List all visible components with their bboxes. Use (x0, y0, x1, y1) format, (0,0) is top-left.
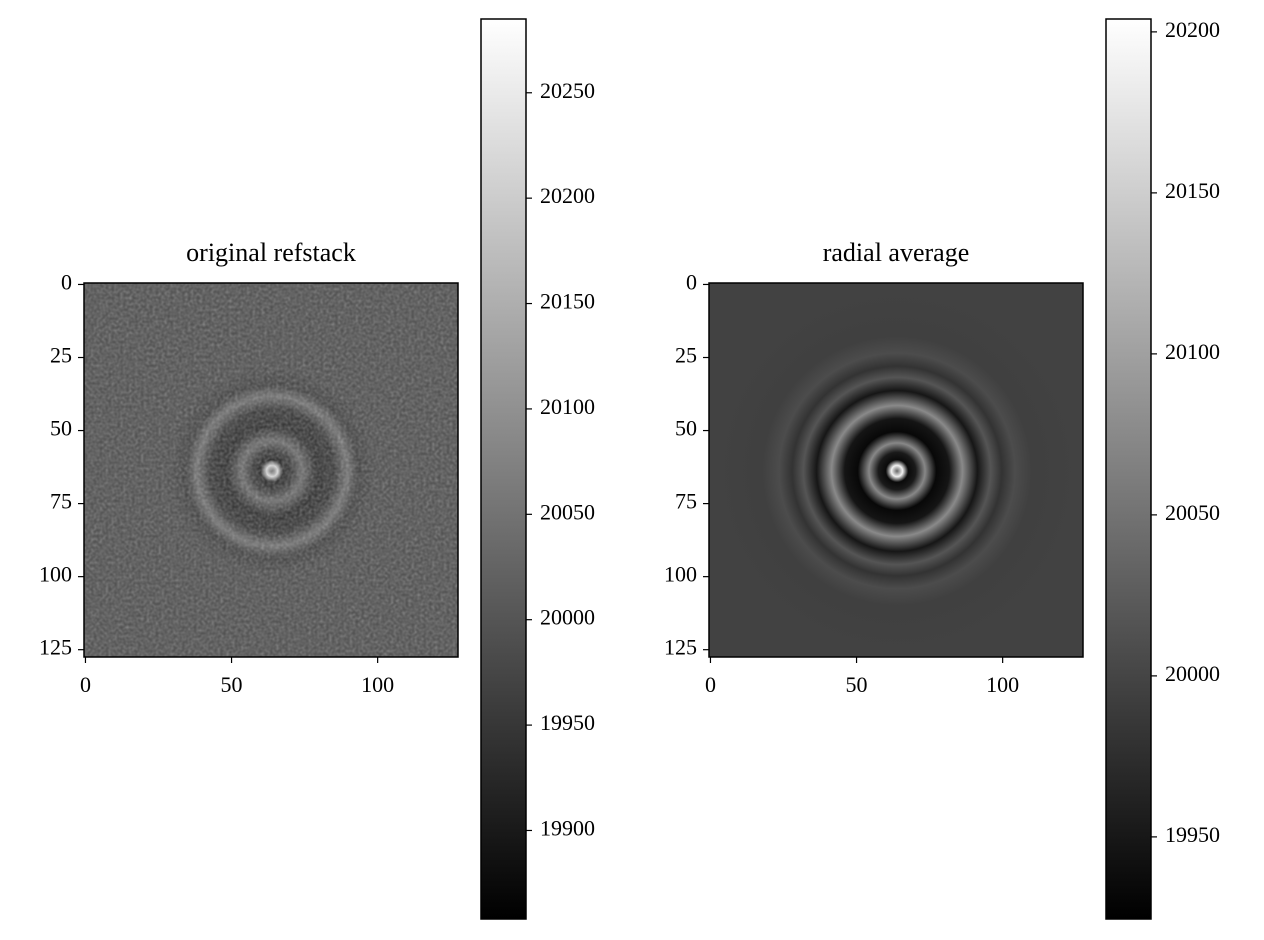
x-tick-label: 0 (705, 672, 716, 697)
colorbar-tick-label: 19950 (1165, 822, 1220, 847)
y-tick-label: 100 (664, 562, 697, 587)
x-tick-label: 100 (361, 672, 394, 697)
colorbar-tick-label: 20150 (540, 289, 595, 314)
y-tick-label: 25 (50, 343, 72, 368)
colorbar-tick-label: 20000 (540, 605, 595, 630)
colorbar-tick-label: 20050 (540, 499, 595, 524)
chart-title: radial average (823, 238, 970, 267)
colorbar-tick-label: 19950 (540, 710, 595, 735)
axes-frame (708, 282, 1084, 658)
y-tick-label: 125 (664, 635, 697, 660)
x-tick-label: 50 (846, 672, 868, 697)
heatmap (84, 283, 458, 657)
axes-frame (83, 282, 459, 658)
colorbar-tick-label: 20050 (1165, 500, 1220, 525)
y-tick-label: 50 (50, 416, 72, 441)
y-tick-label: 125 (39, 635, 72, 660)
heatmap (709, 283, 1083, 657)
y-tick-label: 75 (675, 489, 697, 514)
colorbar-tick-label: 20150 (1165, 178, 1220, 203)
x-tick-label: 50 (221, 672, 243, 697)
colorbar-tick-label: 20200 (540, 183, 595, 208)
y-tick-label: 75 (50, 489, 72, 514)
y-tick-label: 0 (686, 270, 697, 295)
colorbar (480, 18, 527, 920)
x-tick-label: 0 (80, 672, 91, 697)
colorbar-tick-label: 20100 (1165, 339, 1220, 364)
image-noise (84, 283, 458, 657)
y-tick-label: 100 (39, 562, 72, 587)
image (709, 283, 1083, 657)
colorbar-tick-label: 20250 (540, 78, 595, 103)
y-tick-label: 25 (675, 343, 697, 368)
colorbar-tick-label: 20100 (540, 394, 595, 419)
colorbar-tick-label: 19900 (540, 816, 595, 841)
y-tick-label: 50 (675, 416, 697, 441)
colorbar-tick-label: 20200 (1165, 17, 1220, 42)
colorbar-tick-label: 20000 (1165, 661, 1220, 686)
chart-title: original refstack (186, 238, 356, 267)
x-tick-label: 100 (986, 672, 1019, 697)
colorbar (1105, 18, 1152, 920)
y-tick-label: 0 (61, 270, 72, 295)
